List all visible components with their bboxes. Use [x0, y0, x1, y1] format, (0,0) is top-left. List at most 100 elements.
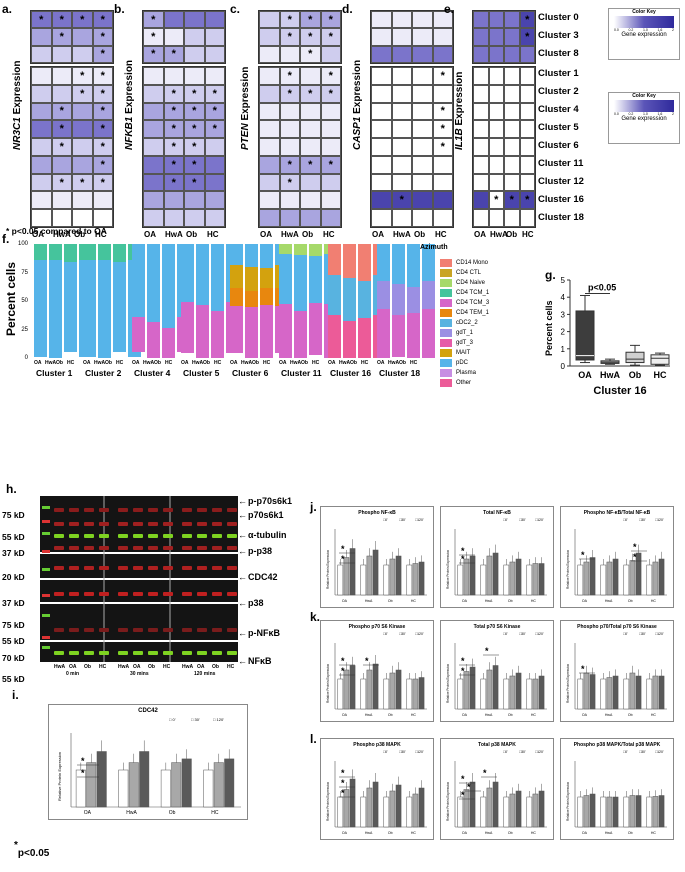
heatmap-cell [320, 138, 341, 156]
heatmap-cell: * [519, 11, 535, 29]
heatmap-cell: * [391, 191, 412, 210]
heatmap-cell [300, 209, 321, 227]
blot-band [227, 651, 237, 655]
heatmap-cell [371, 102, 392, 121]
bar [389, 558, 396, 596]
heatmap-cell: * [72, 67, 93, 85]
blot-band [227, 546, 237, 550]
ladder-band [42, 506, 50, 509]
bar-segment [181, 301, 194, 353]
bar-segment [422, 280, 435, 309]
stacked-bar-cluster-label: Cluster 11 [281, 368, 322, 378]
heatmap-cell [184, 209, 205, 227]
protein-legend-item: □120' [655, 750, 664, 754]
heatmap-x-label: HwA [165, 230, 183, 239]
bar-segment [49, 260, 62, 358]
significance-star: * [581, 550, 585, 560]
blot-lane-label: OA [133, 664, 141, 670]
stacked-bar [113, 244, 126, 358]
bar-segment [260, 267, 273, 289]
heatmap-cell [204, 67, 225, 85]
blot-band [227, 628, 237, 632]
stacked-bar-group-label: HC [214, 360, 222, 366]
bar-segment [196, 244, 209, 305]
significance-star: * [341, 554, 345, 564]
gene-name: CASP1 [352, 116, 363, 150]
heatmap-cell [143, 102, 164, 121]
heatmap-cell [204, 191, 225, 210]
bar-segment [260, 288, 273, 305]
heatmap-cell [31, 209, 52, 227]
heatmap-cell: * [92, 173, 113, 192]
heatmap-cell [143, 120, 164, 139]
bar [526, 796, 533, 828]
heatmap-top-grid: * * * * * * * [30, 10, 114, 64]
blot-band [197, 546, 207, 550]
heatmap-cell [488, 173, 504, 192]
stacked-bar-group-label: Ob [56, 360, 63, 366]
bar-segment [358, 280, 371, 318]
bar-segment [294, 255, 307, 311]
kd-marker: 75 kD [2, 510, 25, 520]
cluster-label: Cluster 1 [538, 68, 579, 79]
heatmap-cell [72, 120, 93, 139]
bar [343, 669, 350, 710]
stacked-bar-group-label: Ob [154, 360, 161, 366]
bar [86, 762, 97, 808]
heatmap-cell: * [31, 11, 52, 29]
blot-band [227, 522, 237, 526]
cdc42-legend-item: □ 30' [191, 717, 200, 722]
protein-y-axis-label: Relative Protein Expression [326, 550, 330, 589]
significance-star: * [365, 656, 369, 666]
panel-label-i: i. [12, 688, 19, 702]
bar-x-label: Ob [508, 831, 513, 835]
bar [635, 675, 642, 710]
bar [412, 563, 419, 596]
blot-band [182, 508, 192, 512]
heatmap-cell [519, 102, 535, 121]
protein-panel: Phospho NF-κB OA HwA Ob HC □0' □30' □120' Relati… [320, 506, 434, 608]
blot-timepoint-label: 0 min [66, 671, 80, 677]
legend-swatch [440, 309, 452, 317]
heatmap-cell [519, 67, 535, 85]
bar [480, 678, 487, 710]
panel-label-e: e. [444, 2, 455, 16]
heatmap-cell [504, 84, 520, 103]
protein-legend-item: □30' [399, 518, 406, 522]
heatmap-cell [72, 45, 93, 63]
kd-marker: 37 kD [2, 598, 25, 608]
bar-segment [279, 304, 292, 358]
heatmap-cell [432, 191, 453, 210]
color-key-tick: 0.2 [628, 28, 634, 32]
heatmap-cell [51, 191, 72, 210]
heatmap-cell [371, 84, 392, 103]
heatmap-cell [504, 28, 520, 46]
stacked-bar-group-label: OA [83, 360, 91, 366]
heatmap-x-label: OA [372, 230, 384, 239]
blot-band [182, 628, 192, 632]
heatmap-cell [519, 209, 535, 227]
panel-label-k: k. [310, 610, 321, 624]
bar-x-label: Ob [388, 831, 393, 835]
heatmap-cell [371, 173, 392, 192]
bar [463, 671, 470, 710]
legend-swatch [440, 279, 452, 287]
heatmap-cell: * [163, 45, 184, 63]
heatmap-cell [259, 191, 280, 210]
bar [606, 796, 613, 828]
bar [128, 762, 139, 808]
heatmap-cell: * [163, 155, 184, 174]
blot-arrow: ← [238, 572, 247, 582]
g-x-label: OA [578, 370, 592, 380]
protein-panel-title: Phospho p38 MAPK [353, 742, 401, 748]
stacked-bar [132, 244, 145, 358]
heatmap-cell [473, 102, 489, 121]
legend-item: pDC [440, 358, 489, 368]
bar [600, 796, 607, 828]
protein-panel-title: Phospho NF-κB/Total NF-κB [583, 510, 651, 516]
heatmap-cell [184, 11, 205, 29]
bar-segment [162, 327, 175, 358]
gene-axis-label: IL1B Expression [454, 72, 465, 150]
protein-legend-item: □30' [519, 632, 526, 636]
gene-axis-label: NFKB1 Expression [124, 60, 135, 150]
